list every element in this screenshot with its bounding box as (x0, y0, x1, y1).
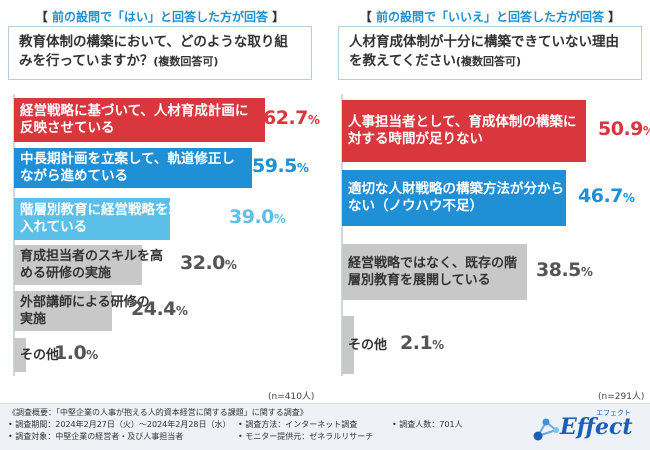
value-label-1-1: 46.7% (578, 185, 635, 207)
effect-logo-mark (533, 418, 559, 441)
right-question-box: 人材育成体制が十分に構築できていない理由を教えてください(複数回答可) (338, 26, 642, 80)
bar-label-1-3: その他 (348, 337, 388, 353)
bar-1-3 (342, 316, 354, 374)
left-question-suffix: (複数回答可) (153, 55, 219, 68)
bar-1-1 (342, 170, 567, 226)
value-label-0-1: 59.5% (252, 155, 309, 177)
value-label-0-4: 24.4% (131, 298, 188, 320)
left-chart-panel: 【 前の設問で「はい」と回答した方が回答 】 教育体制の構築において、どのような… (0, 0, 320, 450)
left-header: 【 前の設問で「はい」と回答した方が回答 】 (35, 10, 285, 24)
value-label-0-0: 62.7% (263, 107, 320, 129)
footer-method: • 調査方法：インターネット調査 (238, 420, 358, 429)
footer-target: • 調査対象：中堅企業の経営者・及び人事担当者 (8, 432, 184, 441)
left-question-box: 教育体制の構築において、どのような取り組みを行っていますか？(複数回答可) (8, 26, 312, 80)
value-label-1-3: 2.1% (400, 332, 444, 354)
right-question-suffix: (複数回答可) (455, 55, 521, 68)
bar-label-0-0: 経営戦略に基づいて、人材育成計画に反映させている (20, 103, 249, 136)
bar-label-1-1: 適切な人財戦略の構築方法が分からない（ノウハウ不足） (348, 181, 564, 214)
right-question-title: 人材育成体制が十分に構築できていない理由を教えてください (349, 34, 619, 69)
right-sample-size: (n=291人) (598, 392, 645, 402)
footer-overview: 《調査概要：「中堅企業の人事が抱える人的資本経営に関する課題」に関する調査》 (8, 408, 308, 417)
bar-0-4 (14, 291, 112, 331)
bar-0-1 (14, 148, 252, 188)
survey-footer: 《調査概要：「中堅企業の人事が抱える人的資本経営に関する課題」に関する調査》 •… (0, 403, 650, 450)
left-question-title: 教育体制の構築において、どのような取り組みを行っていますか？ (19, 34, 288, 69)
right-axis-line (341, 94, 343, 376)
bar-label-0-1: 中長期計画を立案して、軌道修正しながら進めている (20, 151, 235, 184)
bar-label-0-5: その他 (20, 347, 60, 363)
value-label-0-5: 1.0% (54, 342, 98, 364)
left-sample-size: (n=410人) (268, 392, 315, 402)
bar-0-5 (14, 338, 26, 372)
value-label-1-0: 50.9% (598, 118, 650, 140)
bar-0-0 (14, 98, 265, 142)
right-chart-panel: 【 前の設問で「いいえ」と回答した方が回答 】 人材育成体制が十分に構築できてい… (330, 0, 650, 450)
bar-label-1-0: 人事担当者として、育成体制の構築に対する時間が足りない (348, 114, 577, 147)
bar-1-2 (342, 244, 527, 300)
logo-text: Effect (560, 414, 633, 440)
bar-label-0-4: 外部講師による研修の実施 (20, 295, 150, 327)
bar-label-0-2: 階層別教育に経営戦略を取り入れている (20, 202, 196, 235)
value-label-0-3: 32.0% (180, 252, 237, 274)
bar-0-2 (14, 198, 170, 240)
value-label-1-2: 38.5% (536, 259, 593, 281)
bar-1-0 (342, 100, 587, 162)
footer-count: • 調査人数：701人 (392, 420, 463, 429)
bar-label-0-3: 育成担当者のスキルを高める研修の実施 (20, 249, 164, 281)
logo-kana: エフェクト (596, 409, 631, 417)
right-header: 【 前の設問で「いいえ」と回答した方が回答 】 (359, 10, 621, 24)
value-label-0-2: 39.0% (229, 206, 286, 228)
right-header-text: 前の設問で「いいえ」と回答した方が回答 (375, 10, 604, 24)
bar-0-3 (14, 245, 142, 285)
bar-label-1-2: 経営戦略ではなく、既存の階層別教育を展開している (348, 256, 518, 288)
footer-period: • 調査期間：2024年2月27日（火）〜2024年2月28日（水） (8, 420, 231, 429)
footer-provider: • モニター提供元：ゼネラルリサーチ (238, 432, 374, 441)
left-header-text: 前の設問で「はい」と回答した方が回答 (51, 10, 268, 24)
